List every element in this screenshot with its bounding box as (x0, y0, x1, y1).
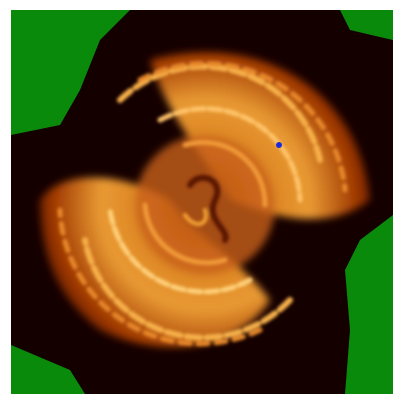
blue-dot (276, 142, 282, 148)
swirl-rings (57, 61, 348, 347)
bright-lobes (40, 52, 370, 347)
image-area (11, 10, 393, 394)
